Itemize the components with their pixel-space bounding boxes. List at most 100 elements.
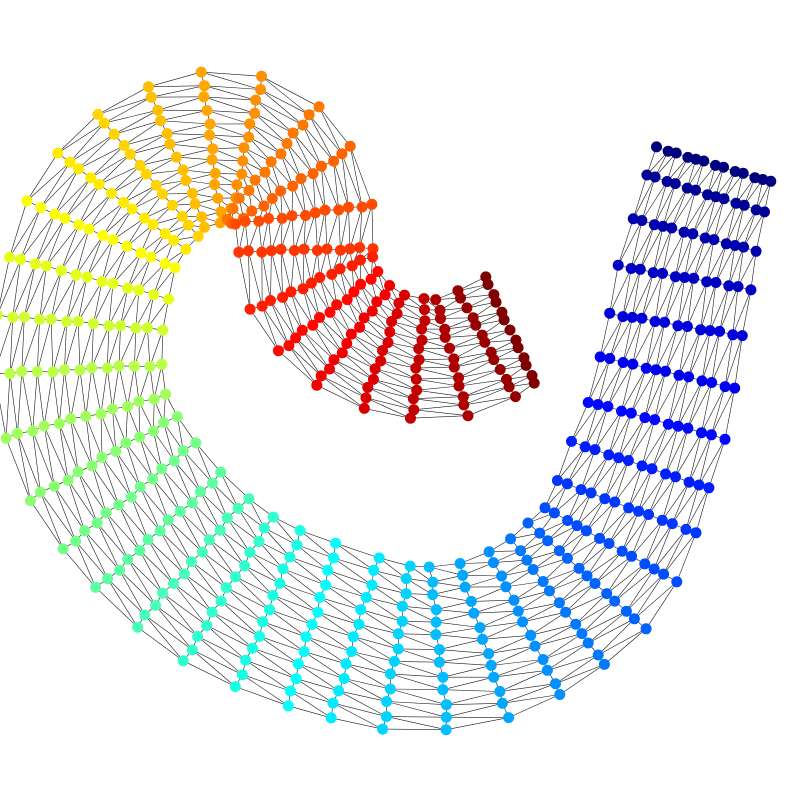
mesh-node xyxy=(143,81,154,93)
mesh-edge xyxy=(37,371,45,427)
mesh-edge xyxy=(502,694,560,704)
mesh-edge xyxy=(565,593,607,613)
mesh-edge xyxy=(654,183,676,225)
mesh-edge xyxy=(114,109,158,135)
mesh-node xyxy=(392,643,404,655)
mesh-edge xyxy=(290,690,334,704)
mesh-edge xyxy=(513,590,550,601)
mesh-node xyxy=(603,538,615,549)
mesh-node xyxy=(249,174,261,186)
mesh-node xyxy=(407,393,419,405)
mesh-edge xyxy=(685,484,700,530)
mesh-edge xyxy=(118,504,141,551)
mesh-edge xyxy=(261,305,279,351)
mesh-edge xyxy=(622,318,643,363)
mesh-node xyxy=(434,304,446,316)
mesh-node xyxy=(290,673,302,685)
mesh-edge xyxy=(304,651,347,665)
mesh-edge xyxy=(108,283,114,326)
mesh-edge xyxy=(329,368,367,399)
mesh-node xyxy=(196,211,208,223)
mesh-node xyxy=(627,358,639,370)
mesh-edge xyxy=(373,379,414,399)
mesh-edge xyxy=(125,406,128,443)
mesh-edge xyxy=(432,594,472,602)
mesh-edge xyxy=(700,281,707,330)
mesh-node xyxy=(129,360,140,372)
mesh-edge xyxy=(252,647,299,665)
mesh-edge xyxy=(140,143,171,166)
mesh-edge xyxy=(308,114,343,154)
mesh-node xyxy=(488,557,499,569)
mesh-edge xyxy=(676,532,697,582)
mesh-edge xyxy=(209,134,249,138)
mesh-edge xyxy=(311,624,354,637)
mesh-edge xyxy=(155,605,198,637)
mesh-edge xyxy=(180,511,210,541)
mesh-node xyxy=(485,659,497,671)
mesh-node xyxy=(72,466,84,478)
mesh-node xyxy=(215,466,227,478)
mesh-edge xyxy=(204,85,256,101)
mesh-edge xyxy=(380,360,417,380)
mesh-edge xyxy=(711,387,735,435)
mesh-edge xyxy=(237,508,260,542)
mesh-node xyxy=(581,570,593,582)
mesh-node xyxy=(749,172,761,184)
mesh-edge xyxy=(479,610,519,628)
mesh-node xyxy=(384,326,396,338)
mesh-edge xyxy=(35,214,56,265)
mesh-edge xyxy=(333,161,349,208)
mesh-node xyxy=(331,299,343,311)
mesh-edge xyxy=(9,373,18,434)
mesh-node xyxy=(448,353,460,365)
mesh-edge xyxy=(125,442,141,487)
mesh-edge xyxy=(127,252,142,289)
mesh-node xyxy=(334,244,346,256)
mesh-node xyxy=(474,622,486,633)
mesh-node xyxy=(334,263,346,275)
mesh-edge xyxy=(467,396,516,416)
mesh-node xyxy=(168,578,179,589)
mesh-node xyxy=(384,683,396,695)
mesh-node xyxy=(147,473,159,485)
mesh-edge xyxy=(168,519,192,562)
mesh-edge xyxy=(597,362,624,405)
mesh-edge xyxy=(719,285,730,332)
mesh-edge xyxy=(130,143,170,155)
mesh-node xyxy=(682,151,694,163)
mesh-node xyxy=(186,644,198,656)
mesh-edge xyxy=(402,621,437,623)
mesh-node xyxy=(155,115,167,127)
mesh-edge xyxy=(144,614,193,651)
mesh-edge xyxy=(176,148,213,158)
mesh-edge xyxy=(105,512,141,551)
mesh-edge xyxy=(617,220,643,266)
mesh-edge xyxy=(618,413,632,458)
mesh-node xyxy=(174,505,186,517)
mesh-edge xyxy=(0,317,13,358)
mesh-edge xyxy=(303,212,316,250)
mesh-edge xyxy=(326,209,339,250)
mesh-edge xyxy=(319,317,348,344)
mesh-edge xyxy=(20,207,42,260)
mesh-edge xyxy=(633,174,648,219)
mesh-edge xyxy=(359,206,363,248)
mesh-node xyxy=(738,199,750,211)
mesh-edge xyxy=(724,388,735,440)
mesh-edge xyxy=(668,376,689,425)
mesh-node xyxy=(144,361,156,372)
mesh-node xyxy=(16,365,28,377)
mesh-edge xyxy=(651,424,669,469)
mesh-node xyxy=(122,553,134,565)
mesh-node xyxy=(670,471,681,483)
mesh-edge xyxy=(429,566,463,576)
mesh-node xyxy=(195,486,206,498)
mesh-edge xyxy=(319,597,360,625)
mesh-edge xyxy=(282,568,326,586)
mesh-edge xyxy=(226,587,270,611)
mesh-node xyxy=(236,168,248,180)
mesh-edge xyxy=(100,413,103,458)
mesh-node xyxy=(341,294,353,306)
mesh-node xyxy=(207,143,219,155)
